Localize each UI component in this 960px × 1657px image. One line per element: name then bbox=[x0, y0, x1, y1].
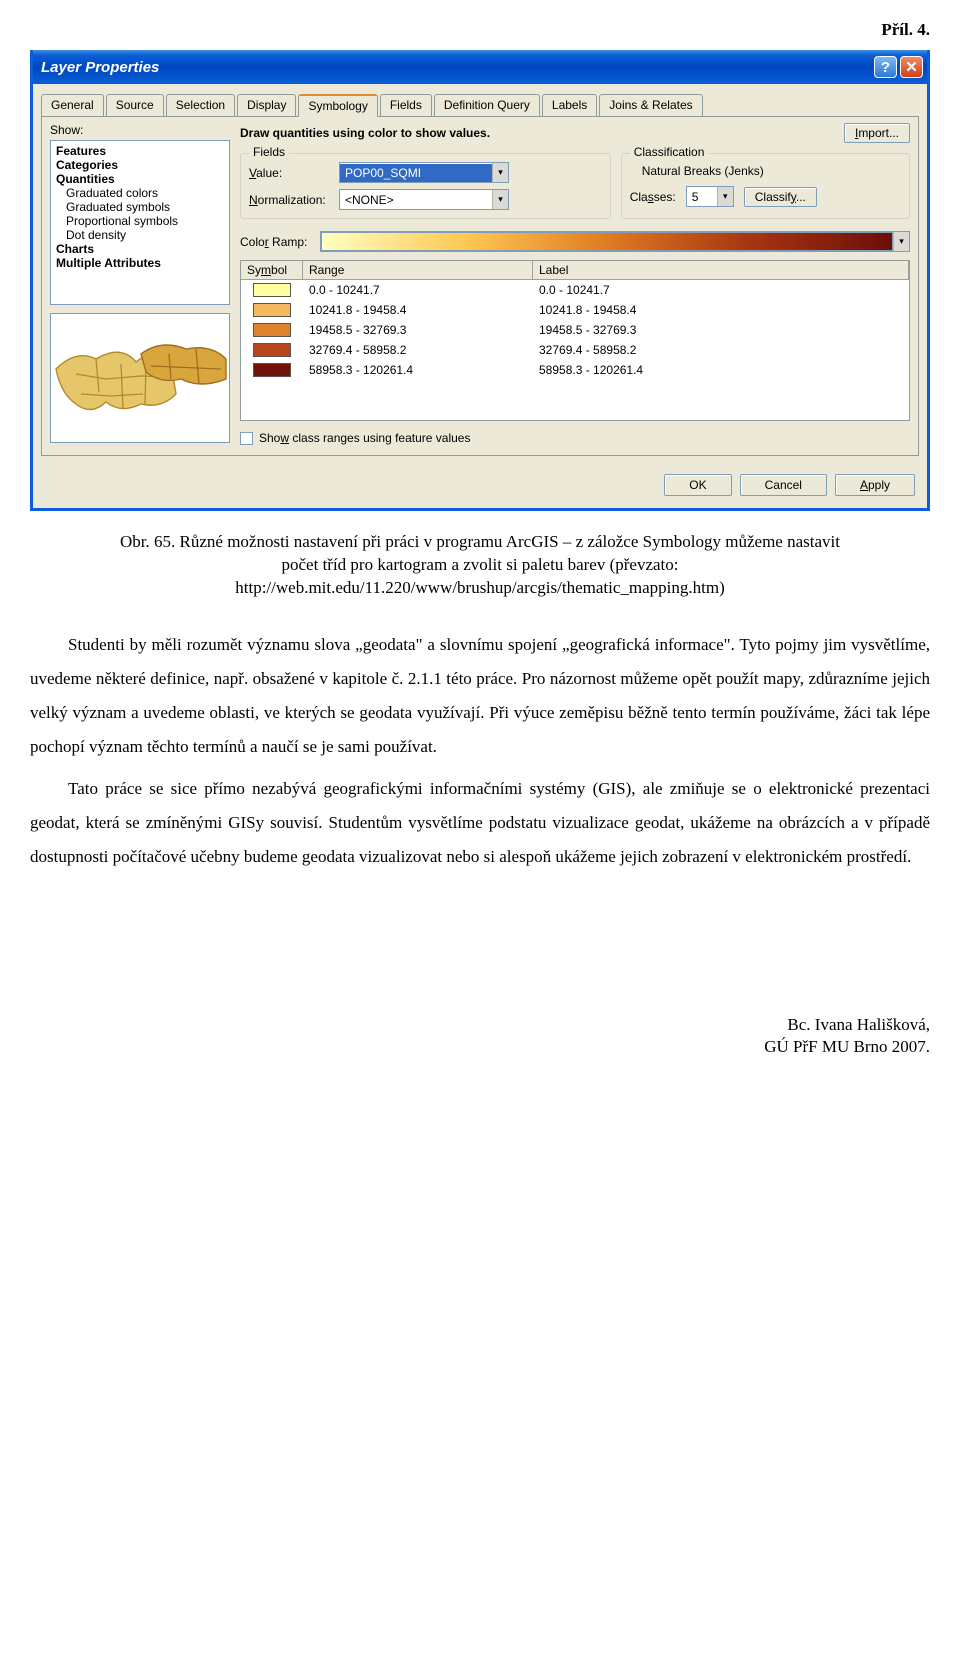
show-item-dot-density[interactable]: Dot density bbox=[56, 228, 224, 242]
value-label: Value: bbox=[249, 166, 339, 180]
classes-combo[interactable]: 5 ▾ bbox=[686, 186, 734, 207]
figure-caption: Obr. 65. Různé možnosti nastavení při pr… bbox=[100, 531, 860, 600]
color-swatch bbox=[253, 323, 291, 337]
show-item-quantities[interactable]: Quantities bbox=[56, 172, 224, 186]
show-item-charts[interactable]: Charts bbox=[56, 242, 224, 256]
classify-button[interactable]: Classify... bbox=[744, 187, 817, 207]
color-ramp-label: Color Ramp: bbox=[240, 235, 320, 249]
show-ranges-checkbox[interactable] bbox=[240, 432, 253, 445]
map-icon bbox=[51, 314, 230, 443]
tab-display[interactable]: Display bbox=[237, 94, 296, 116]
tab-general[interactable]: General bbox=[41, 94, 104, 116]
help-button[interactable]: ? bbox=[874, 56, 897, 78]
td-range: 32769.4 - 58958.2 bbox=[303, 343, 533, 357]
dropdown-icon[interactable]: ▾ bbox=[492, 190, 508, 209]
titlebar[interactable]: Layer Properties ? ✕ bbox=[33, 50, 927, 84]
show-ranges-label: Show class ranges using feature values bbox=[259, 431, 470, 445]
paragraph-2: Tato práce se sice přímo nezabývá geogra… bbox=[30, 772, 930, 874]
show-listbox[interactable]: Features Categories Quantities Graduated… bbox=[50, 140, 230, 305]
td-symbol bbox=[241, 323, 303, 337]
show-item-multiple-attributes[interactable]: Multiple Attributes bbox=[56, 256, 224, 270]
close-button[interactable]: ✕ bbox=[900, 56, 923, 78]
footer-author: Bc. Ivana Hališková, bbox=[30, 1014, 930, 1036]
td-range: 19458.5 - 32769.3 bbox=[303, 323, 533, 337]
td-symbol bbox=[241, 283, 303, 297]
color-swatch bbox=[253, 343, 291, 357]
tab-row: General Source Selection Display Symbolo… bbox=[33, 84, 927, 116]
dropdown-icon[interactable]: ▾ bbox=[893, 232, 909, 251]
show-item-graduated-symbols[interactable]: Graduated symbols bbox=[56, 200, 224, 214]
classes-value: 5 bbox=[687, 188, 717, 206]
tab-symbology[interactable]: Symbology bbox=[298, 94, 377, 117]
td-label: 32769.4 - 58958.2 bbox=[533, 343, 909, 357]
table-row[interactable]: 32769.4 - 58958.232769.4 - 58958.2 bbox=[241, 340, 909, 360]
dropdown-icon[interactable]: ▾ bbox=[492, 163, 508, 182]
td-range: 58958.3 - 120261.4 bbox=[303, 363, 533, 377]
td-label: 19458.5 - 32769.3 bbox=[533, 323, 909, 337]
dropdown-icon[interactable]: ▾ bbox=[717, 187, 733, 206]
color-swatch bbox=[253, 363, 291, 377]
page-header: Příl. 4. bbox=[30, 20, 930, 40]
td-range: 10241.8 - 19458.4 bbox=[303, 303, 533, 317]
th-label[interactable]: Label bbox=[533, 261, 909, 279]
window-title: Layer Properties bbox=[41, 59, 159, 76]
td-label: 0.0 - 10241.7 bbox=[533, 283, 909, 297]
th-symbol[interactable]: Symbol bbox=[241, 261, 303, 279]
value-combo-text: POP00_SQMI bbox=[340, 164, 492, 182]
color-ramp-combo[interactable]: ▾ bbox=[320, 231, 910, 252]
desc-text: Draw quantities using color to show valu… bbox=[240, 126, 490, 140]
import-button[interactable]: Import... bbox=[844, 123, 910, 143]
show-item-graduated-colors[interactable]: Graduated colors bbox=[56, 186, 224, 200]
tab-body: Show: Features Categories Quantities Gra… bbox=[41, 116, 919, 456]
table-row[interactable]: 10241.8 - 19458.410241.8 - 19458.4 bbox=[241, 300, 909, 320]
class-table: Symbol Range Label 0.0 - 10241.70.0 - 10… bbox=[240, 260, 910, 421]
color-swatch bbox=[253, 303, 291, 317]
value-combo[interactable]: POP00_SQMI ▾ bbox=[339, 162, 509, 183]
tab-definition-query[interactable]: Definition Query bbox=[434, 94, 540, 116]
table-row[interactable]: 0.0 - 10241.70.0 - 10241.7 bbox=[241, 280, 909, 300]
tab-labels[interactable]: Labels bbox=[542, 94, 597, 116]
color-swatch bbox=[253, 283, 291, 297]
tab-source[interactable]: Source bbox=[106, 94, 164, 116]
layer-properties-window: Layer Properties ? ✕ General Source Sele… bbox=[30, 50, 930, 511]
show-item-categories[interactable]: Categories bbox=[56, 158, 224, 172]
td-range: 0.0 - 10241.7 bbox=[303, 283, 533, 297]
td-symbol bbox=[241, 343, 303, 357]
fields-legend: Fields bbox=[249, 145, 289, 159]
dialog-buttons: OK Cancel Apply bbox=[33, 466, 927, 508]
preview-map bbox=[50, 313, 230, 443]
fields-groupbox: Fields Value: POP00_SQMI ▾ Normalization… bbox=[240, 153, 611, 219]
normalization-combo-text: <NONE> bbox=[340, 191, 492, 209]
table-row[interactable]: 19458.5 - 32769.319458.5 - 32769.3 bbox=[241, 320, 909, 340]
paragraph-1: Studenti by měli rozumět významu slova „… bbox=[30, 628, 930, 764]
color-ramp-bar bbox=[321, 232, 893, 251]
show-label: Show: bbox=[50, 123, 230, 137]
tab-selection[interactable]: Selection bbox=[166, 94, 235, 116]
show-item-features[interactable]: Features bbox=[56, 144, 224, 158]
apply-button[interactable]: Apply bbox=[835, 474, 915, 496]
th-range[interactable]: Range bbox=[303, 261, 533, 279]
classification-groupbox: Classification Natural Breaks (Jenks) Cl… bbox=[621, 153, 910, 219]
page-footer: Bc. Ivana Hališková, GÚ PřF MU Brno 2007… bbox=[30, 1014, 930, 1058]
show-item-proportional-symbols[interactable]: Proportional symbols bbox=[56, 214, 224, 228]
ok-button[interactable]: OK bbox=[664, 474, 731, 496]
classes-label: Classes: bbox=[630, 190, 676, 204]
table-row[interactable]: 58958.3 - 120261.458958.3 - 120261.4 bbox=[241, 360, 909, 380]
td-symbol bbox=[241, 363, 303, 377]
td-label: 10241.8 - 19458.4 bbox=[533, 303, 909, 317]
tab-joins-relates[interactable]: Joins & Relates bbox=[599, 94, 702, 116]
footer-affiliation: GÚ PřF MU Brno 2007. bbox=[30, 1036, 930, 1058]
td-label: 58958.3 - 120261.4 bbox=[533, 363, 909, 377]
td-symbol bbox=[241, 303, 303, 317]
cancel-button[interactable]: Cancel bbox=[740, 474, 827, 496]
normalization-label: Normalization: bbox=[249, 193, 339, 207]
normalization-combo[interactable]: <NONE> ▾ bbox=[339, 189, 509, 210]
classification-legend: Classification bbox=[630, 145, 709, 159]
classification-method: Natural Breaks (Jenks) bbox=[630, 162, 901, 186]
tab-fields[interactable]: Fields bbox=[380, 94, 432, 116]
